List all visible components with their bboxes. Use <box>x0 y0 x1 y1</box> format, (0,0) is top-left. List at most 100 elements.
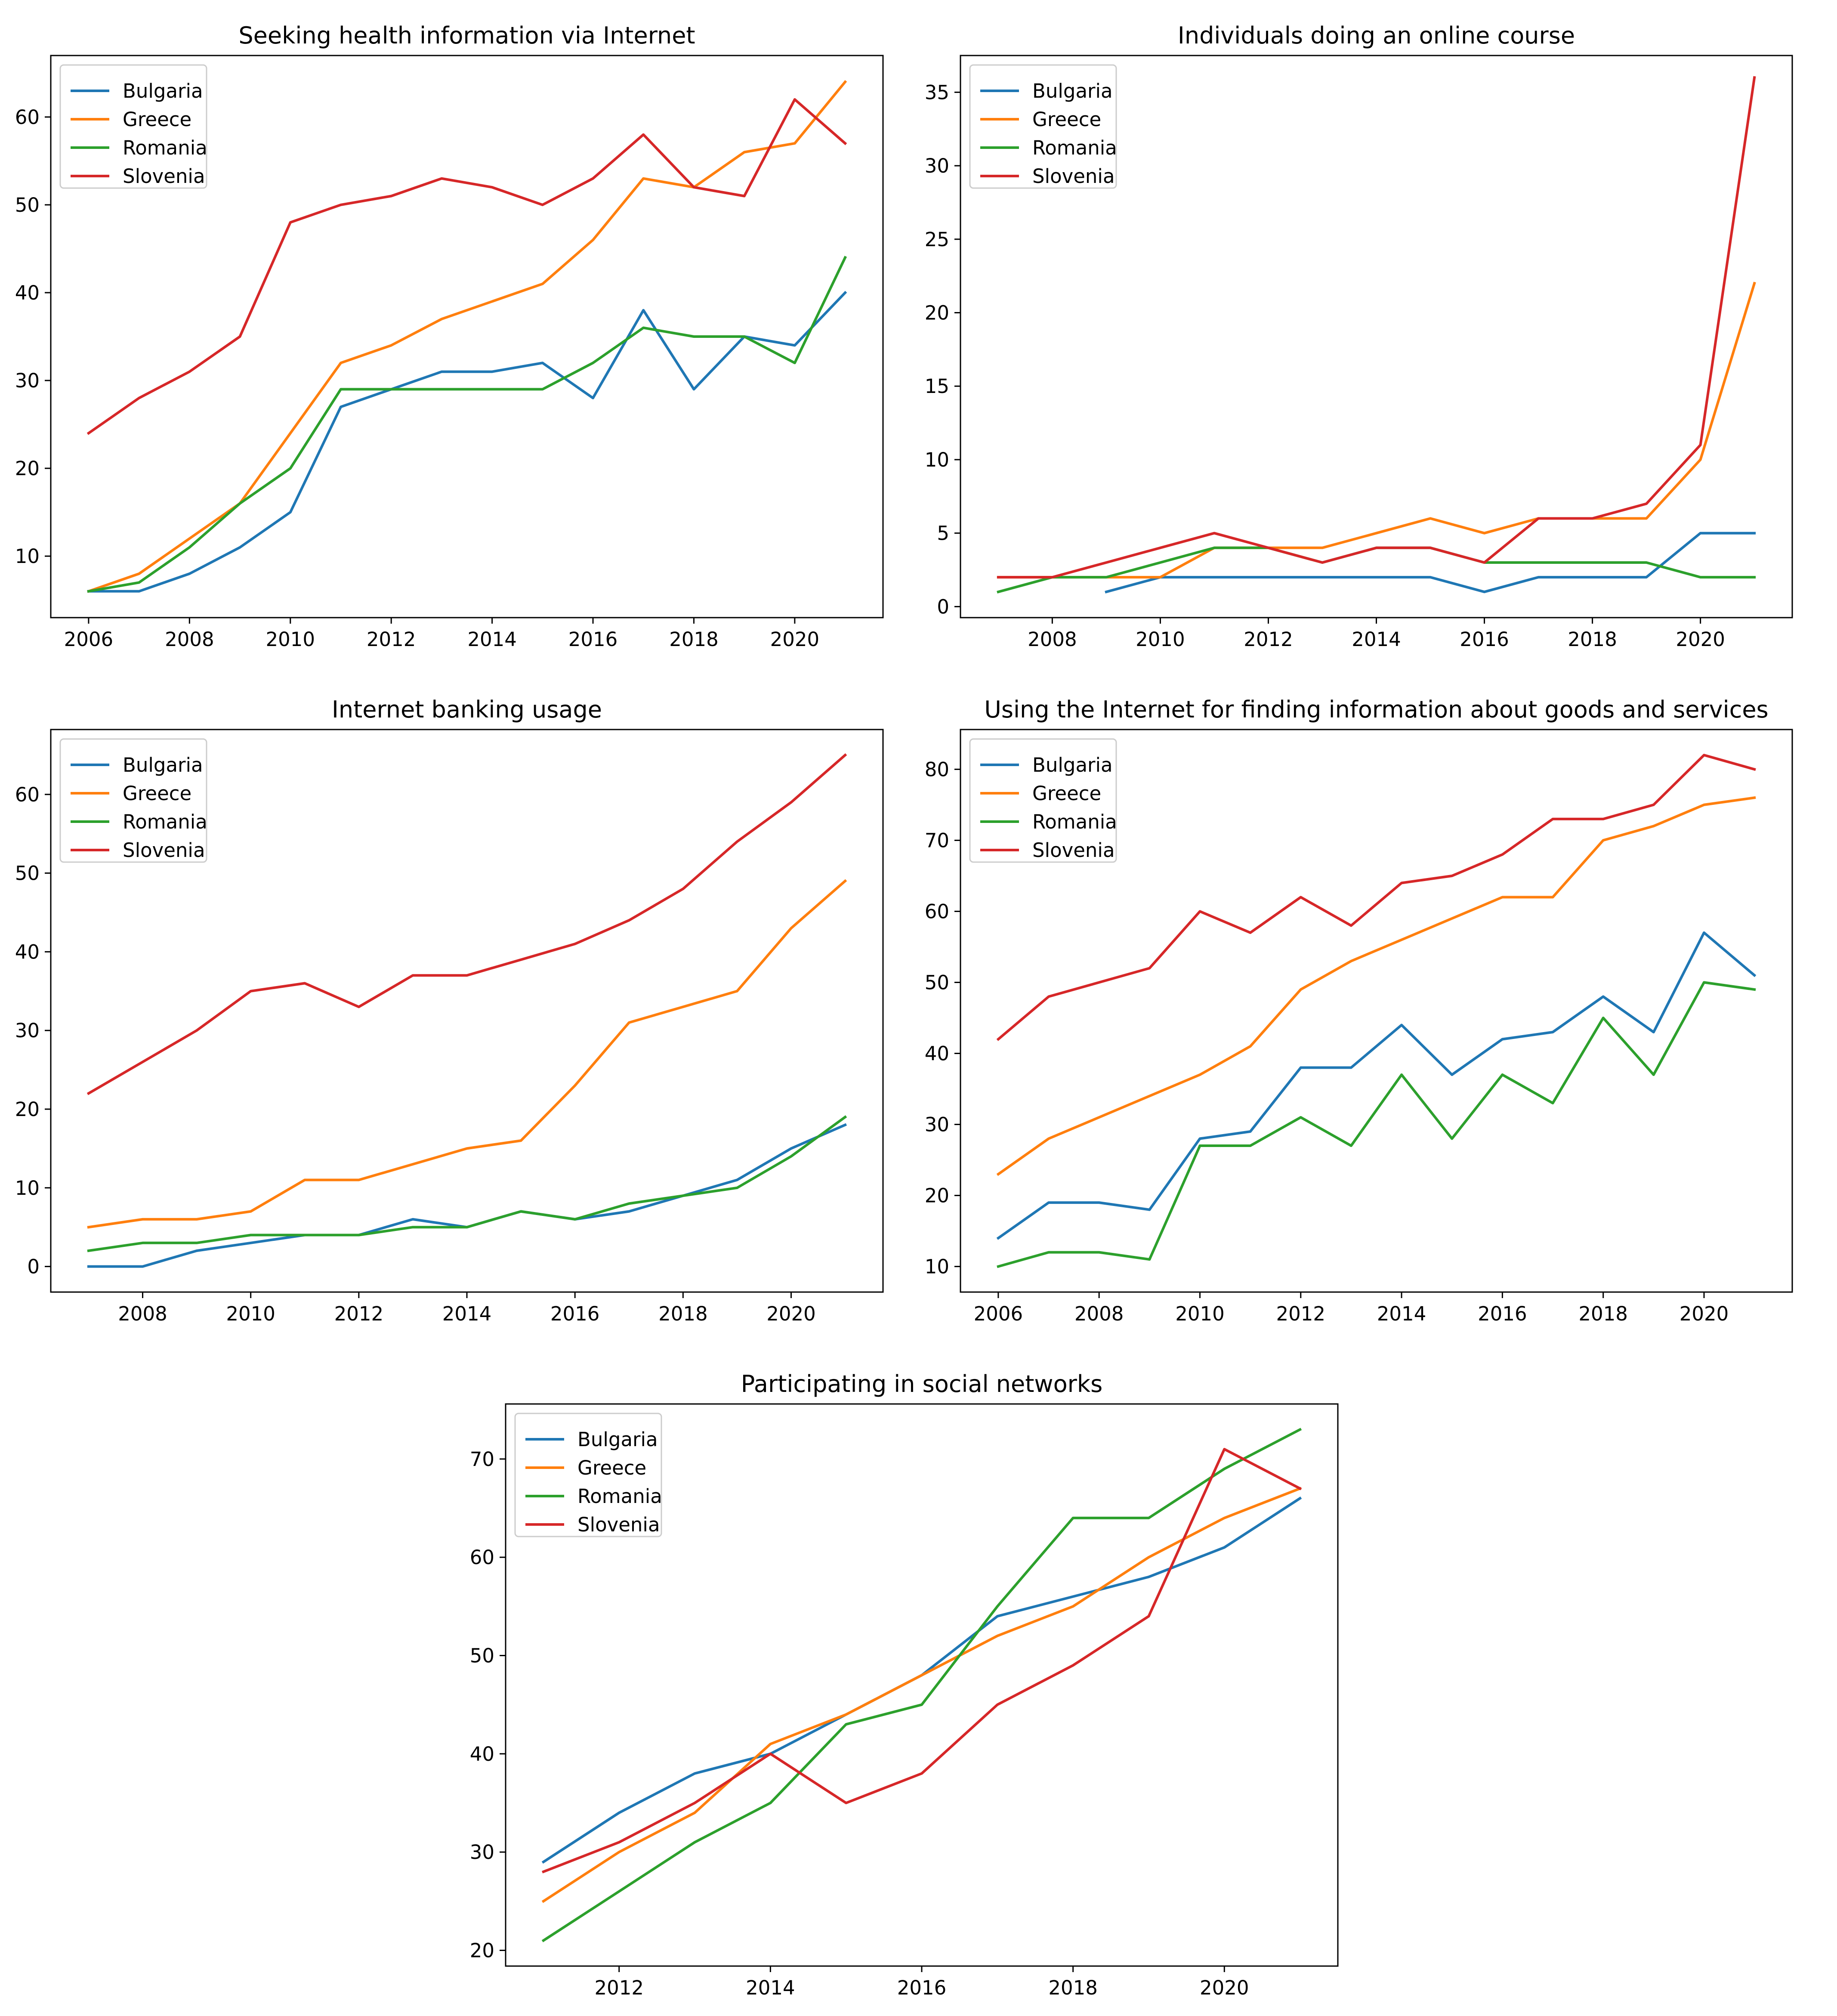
x-tick-label: 2018 <box>1568 628 1617 651</box>
x-tick-label: 2012 <box>334 1302 384 1325</box>
series-line-greece <box>541 1487 1302 1903</box>
x-tick-label: 2010 <box>1175 1302 1225 1325</box>
x-tick-label: 2020 <box>1680 1302 1729 1325</box>
y-tick-label: 70 <box>470 1448 494 1471</box>
series-line-slovenia <box>542 1448 1302 1874</box>
legend: Bulgaria Greece Romania Slovenia <box>969 738 1117 863</box>
chart-title: Internet banking usage <box>332 696 602 723</box>
legend-label-bulgaria: Bulgaria <box>1032 754 1113 776</box>
y-tick-label: 40 <box>15 940 40 963</box>
series-line-slovenia <box>86 98 847 435</box>
x-tick-label: 2014 <box>467 628 517 651</box>
y-tick-label: 50 <box>470 1645 494 1667</box>
legend-box <box>59 64 207 189</box>
y-tick-label: 35 <box>925 81 949 104</box>
x-tick-label: 2016 <box>550 1302 600 1325</box>
series-line-bulgaria <box>541 1497 1302 1864</box>
series-line-greece <box>87 879 847 1229</box>
y-tick-label: 30 <box>925 155 949 177</box>
x-tick-label: 2010 <box>1136 628 1185 651</box>
y-tick-label: 10 <box>925 1255 949 1278</box>
y-tick-label: 50 <box>15 862 40 885</box>
chart-participating-in-social-networks: Participating in social networks 2012 2014… <box>470 1370 1339 1999</box>
legend-label-slovenia: Slovenia <box>577 1513 660 1536</box>
y-tick-label: 20 <box>925 1184 949 1207</box>
series-line-greece <box>997 281 1756 579</box>
x-tick-label: 2020 <box>1200 1976 1249 1999</box>
legend: Bulgaria Greece Romania Slovenia <box>514 1413 662 1537</box>
x-tick-label: 2020 <box>1676 628 1725 651</box>
legend-label-greece: Greece <box>1032 782 1101 805</box>
y-tick-label: 0 <box>937 595 949 618</box>
legend-box <box>59 738 207 863</box>
legend-box <box>969 64 1117 189</box>
chart-using-the-internet-for-finding-information-about-goods-and-services: Using the Internet for finding informati… <box>925 696 1793 1325</box>
chart-individuals-doing-an-online-course: Individuals doing an online course 2008 20… <box>925 22 1793 651</box>
x-tick-label: 2018 <box>669 628 719 651</box>
y-tick-label: 50 <box>925 971 949 994</box>
x-tick-label: 2016 <box>568 628 618 651</box>
legend-box <box>969 738 1117 863</box>
legend-label-greece: Greece <box>1032 108 1101 131</box>
legend-label-slovenia: Slovenia <box>123 839 205 862</box>
series-line-greece <box>996 796 1756 1176</box>
chart-title: Seeking health information via Internet <box>238 22 695 49</box>
chart-title: Participating in social networks <box>741 1370 1102 1398</box>
y-tick-label: 70 <box>925 829 949 852</box>
y-tick-label: 60 <box>15 106 40 129</box>
y-tick-label: 20 <box>470 1939 494 1962</box>
x-tick-label: 2012 <box>1276 1302 1326 1325</box>
y-tick-label: 40 <box>15 281 40 304</box>
legend: Bulgaria Greece Romania Slovenia <box>59 64 207 189</box>
x-tick-label: 2012 <box>1244 628 1293 651</box>
y-tick-label: 15 <box>925 375 949 398</box>
series-line-romania <box>997 981 1756 1268</box>
x-tick-label: 2012 <box>594 1976 644 1999</box>
y-tick-label: 0 <box>27 1255 40 1278</box>
x-tick-label: 2008 <box>165 628 214 651</box>
plot-frame <box>960 729 1793 1293</box>
y-tick-label: 20 <box>925 302 949 325</box>
chart-title: Using the Internet for finding informati… <box>984 696 1768 723</box>
legend-label-bulgaria: Bulgaria <box>1032 80 1113 102</box>
x-tick-label: 2016 <box>897 1976 947 1999</box>
y-tick-label: 20 <box>15 1098 40 1121</box>
series-line-bulgaria <box>1105 532 1756 594</box>
legend-label-romania: Romania <box>1032 136 1117 159</box>
y-tick-label: 50 <box>15 194 40 216</box>
legend-label-bulgaria: Bulgaria <box>123 754 203 776</box>
y-tick-label: 30 <box>15 369 40 392</box>
plot-frame <box>50 55 884 618</box>
legend-label-slovenia: Slovenia <box>123 165 205 188</box>
x-tick-label: 2012 <box>367 628 416 651</box>
x-tick-label: 2016 <box>1478 1302 1527 1325</box>
series-line-slovenia <box>996 754 1756 1041</box>
legend-box <box>514 1413 662 1537</box>
series-line-bulgaria <box>87 291 847 593</box>
chart-title: Individuals doing an online course <box>1178 22 1575 49</box>
y-tick-label: 10 <box>15 545 40 568</box>
legend-label-slovenia: Slovenia <box>1032 165 1115 188</box>
series-line-bulgaria <box>87 1123 847 1268</box>
x-tick-label: 2020 <box>770 628 820 651</box>
legend-label-bulgaria: Bulgaria <box>123 80 203 102</box>
x-tick-label: 2014 <box>746 1976 795 1999</box>
x-tick-label: 2006 <box>974 1302 1023 1325</box>
y-tick-label: 30 <box>925 1113 949 1136</box>
y-tick-label: 40 <box>925 1042 949 1065</box>
legend-label-romania: Romania <box>123 810 207 833</box>
x-tick-label: 2008 <box>1028 628 1077 651</box>
y-tick-label: 10 <box>15 1177 40 1200</box>
legend-label-romania: Romania <box>1032 810 1117 833</box>
legend-label-slovenia: Slovenia <box>1032 839 1115 862</box>
legend: Bulgaria Greece Romania Slovenia <box>59 738 207 863</box>
chart-seeking-health-information-via-internet: Seeking health information via Internet 2… <box>15 22 884 651</box>
x-tick-label: 2010 <box>226 1302 275 1325</box>
x-tick-label: 2014 <box>442 1302 492 1325</box>
x-tick-label: 2014 <box>1377 1302 1426 1325</box>
legend-label-romania: Romania <box>577 1485 662 1508</box>
x-tick-label: 2010 <box>266 628 315 651</box>
legend-label-romania: Romania <box>123 136 207 159</box>
series-line-greece <box>87 80 847 593</box>
